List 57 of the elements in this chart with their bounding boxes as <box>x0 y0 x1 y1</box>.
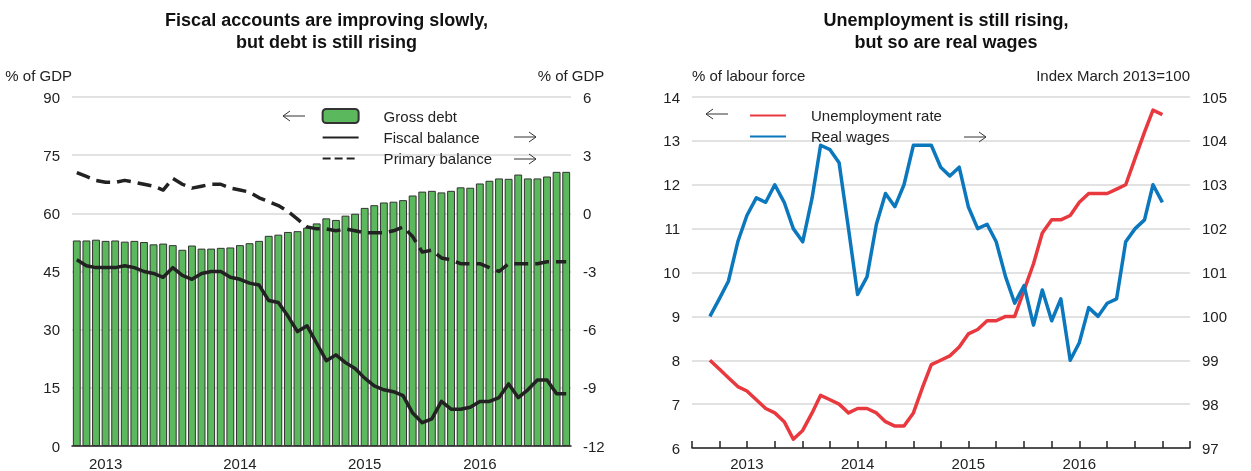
y-tick-label: 13 <box>663 132 680 150</box>
x-tick-label: 2016 <box>1062 455 1096 471</box>
line-series <box>75 258 568 425</box>
x-tick-label: 2014 <box>840 455 875 471</box>
x-tick-label: 2016 <box>463 455 497 471</box>
y-tick-label: 45 <box>43 263 60 280</box>
y2-tick-label: -12 <box>583 437 605 455</box>
y2-axis-title: % of GDP <box>537 67 605 84</box>
y-tick-label: 15 <box>43 379 60 397</box>
y2-tick-label: 100 <box>1202 307 1228 325</box>
y2-tick-label: 97 <box>1202 439 1219 457</box>
line-series <box>75 170 568 274</box>
y2-tick-label: 3 <box>583 146 592 164</box>
y-tick-label: 12 <box>663 176 680 194</box>
y-tick-label: 10 <box>663 264 680 281</box>
legend-label: Unemployment rate <box>811 107 942 124</box>
y-tick-label: 6 <box>671 439 680 457</box>
y2-tick-label: 103 <box>1202 176 1228 194</box>
y-tick-label: 8 <box>671 351 680 369</box>
y2-tick-label: 99 <box>1202 351 1219 369</box>
y2-tick-label: -9 <box>583 379 597 397</box>
y-tick-label: 14 <box>663 88 680 106</box>
y-tick-label: 0 <box>51 437 60 455</box>
x-tick-label: 2014 <box>223 455 257 471</box>
legend-label: Primary balance <box>383 150 493 167</box>
line-series <box>708 108 1165 441</box>
y2-tick-label: 0 <box>583 204 592 222</box>
y-tick-label: 90 <box>43 88 60 106</box>
legend-label: Fiscal balance <box>383 129 480 146</box>
y2-tick-label: -3 <box>583 263 597 280</box>
x-tick-label: 2015 <box>951 455 985 471</box>
legend-label: Gross debt <box>383 107 458 125</box>
y-tick-label: 75 <box>43 146 60 164</box>
y2-tick-label: 101 <box>1202 264 1228 281</box>
y-tick-label: 7 <box>671 395 680 413</box>
y2-tick-label: 104 <box>1202 132 1228 150</box>
y-tick-label: 60 <box>43 204 60 222</box>
y2-tick-label: 6 <box>583 88 592 106</box>
y-axis-title: % of labour force <box>692 67 806 84</box>
y2-tick-label: 102 <box>1202 220 1228 238</box>
y2-tick-label: 98 <box>1202 395 1219 413</box>
chart-title: Unemployment is still rising, but so are real wages <box>823 10 1069 52</box>
y-tick-label: 9 <box>671 307 680 325</box>
y-tick-label: 30 <box>43 321 60 339</box>
x-tick-label: 2013 <box>88 455 123 471</box>
chart-title: Fiscal accounts are improving slowly, but debt is still rising <box>165 10 488 52</box>
bar <box>92 239 100 446</box>
legend-label: Real wages <box>811 128 890 145</box>
y-axis-title: % of GDP <box>5 67 72 84</box>
line-series <box>708 143 1165 362</box>
y2-axis-title: Index March 2013=100 <box>1036 67 1190 84</box>
y-tick-label: 11 <box>664 220 680 238</box>
y2-tick-label: -6 <box>583 321 597 339</box>
x-tick-label: 2013 <box>730 455 764 471</box>
bar <box>543 176 551 446</box>
y2-tick-label: 105 <box>1202 88 1228 106</box>
x-tick-label: 2015 <box>348 455 382 471</box>
